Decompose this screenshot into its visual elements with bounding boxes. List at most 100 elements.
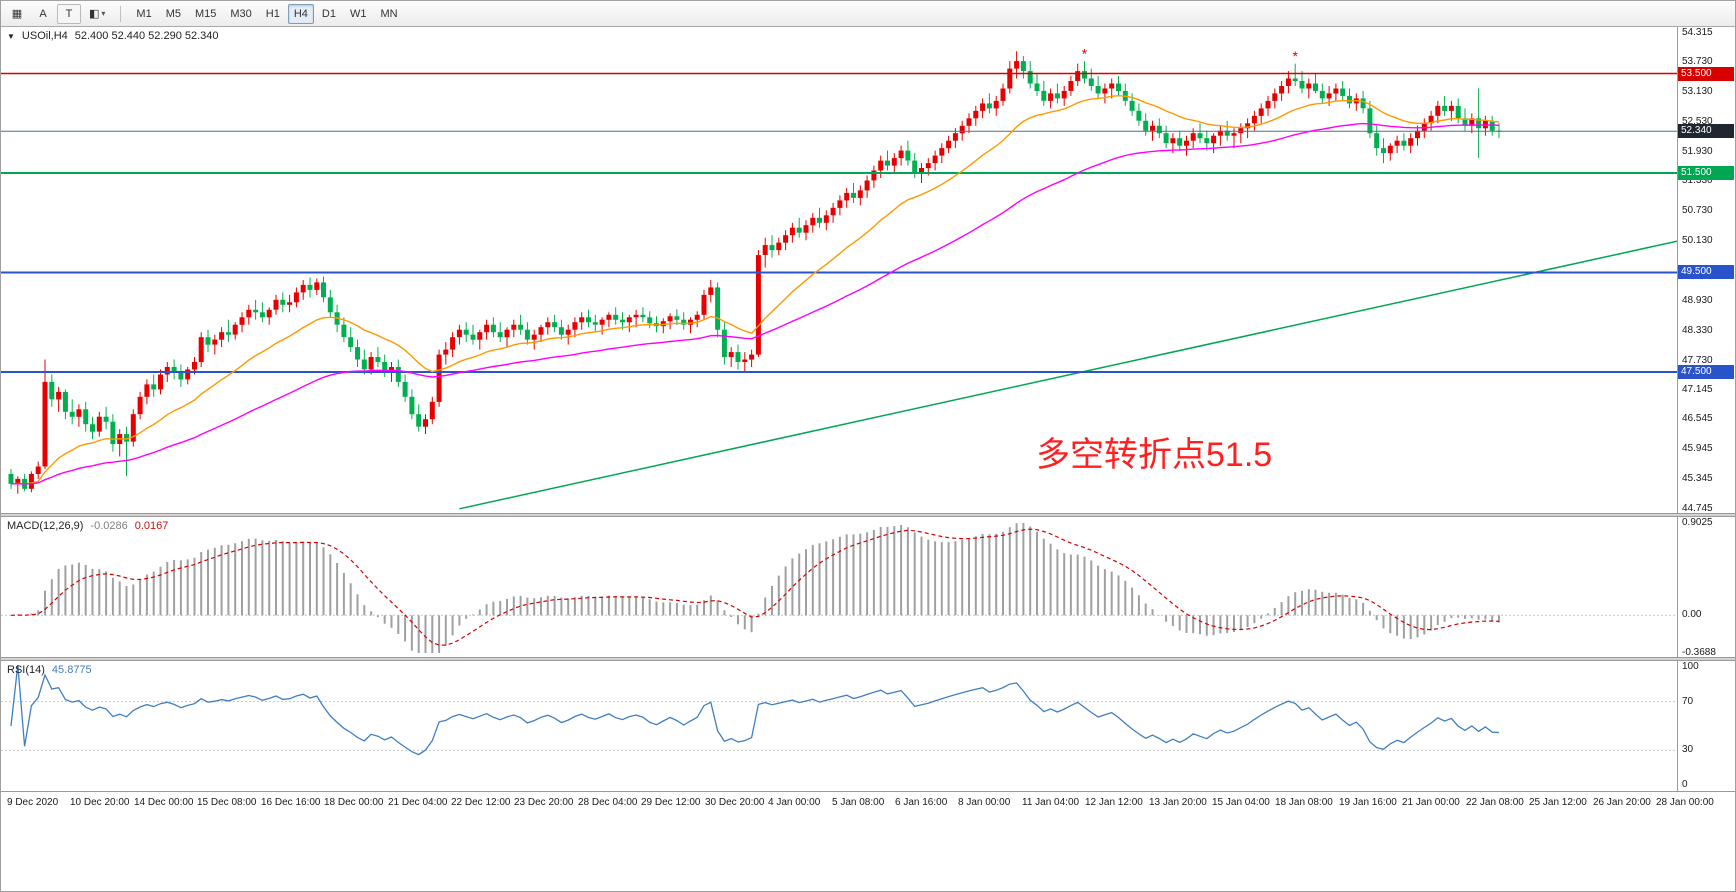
time-label: 28 Jan 00:00 <box>1656 797 1714 808</box>
timeframe-m15-button[interactable]: M15 <box>194 7 217 20</box>
price-tick: 52.530 <box>1682 116 1713 127</box>
time-label: 21 Dec 04:00 <box>388 797 448 808</box>
timeframe-m30-button[interactable]: M30 <box>230 7 252 20</box>
rsi-tick: 0 <box>1682 779 1688 790</box>
price-tick: 46.545 <box>1682 413 1713 424</box>
time-label: 29 Dec 12:00 <box>641 797 701 808</box>
timeframe-m5-button[interactable]: M5 <box>165 7 181 20</box>
rsi-plot[interactable] <box>1 661 1677 791</box>
time-label: 16 Dec 16:00 <box>261 797 321 808</box>
time-label: 11 Jan 04:00 <box>1022 797 1080 808</box>
ohlc-values: 52.400 52.440 52.290 52.340 <box>74 30 219 42</box>
rsi-header: RSI(14) 45.8775 <box>7 664 92 676</box>
ma-slow-line <box>10 122 1500 485</box>
time-label: 28 Dec 04:00 <box>578 797 638 808</box>
timeframe-h4-button[interactable]: H4 <box>287 3 314 24</box>
rsi-tick: 100 <box>1682 661 1699 672</box>
title-tool-button[interactable]: T <box>57 3 81 24</box>
price-tick: 51.930 <box>1682 146 1713 157</box>
price-badge: 49.500 <box>1678 265 1734 279</box>
macd-tick: 0.9025 <box>1682 517 1713 528</box>
candlestick-plot[interactable]: * * <box>1 27 1678 513</box>
time-label: 19 Jan 16:00 <box>1339 797 1397 808</box>
price-tick: 45.345 <box>1682 473 1713 484</box>
time-label: 21 Jan 00:00 <box>1402 797 1460 808</box>
price-tick: 53.130 <box>1682 86 1713 97</box>
time-label: 5 Jan 08:00 <box>832 797 885 808</box>
time-axis[interactable]: 9 Dec 2020 10 Dec 20:00 14 Dec 00:00 15 Dec… <box>1 791 1735 813</box>
main-chart-panel: ▼ USOil,H4 52.400 52.440 52.290 52.340 *… <box>1 27 1735 514</box>
toolbar-separator <box>120 5 122 22</box>
price-tick: 50.730 <box>1682 205 1713 216</box>
price-tick: 50.130 <box>1682 235 1713 246</box>
text-label-tool-button[interactable]: A <box>39 7 47 20</box>
time-label: 30 Dec 20:00 <box>705 797 765 808</box>
time-label: 18 Dec 00:00 <box>324 797 384 808</box>
toolbar: ▦ A T ◧ ▾ M1 M5 M15 M30 H1 H4 D1 W1 MN <box>1 1 1735 27</box>
macd-signal-value: 0.0167 <box>134 520 169 532</box>
rsi-line <box>10 664 1500 756</box>
price-tick: 47.145 <box>1682 384 1713 395</box>
timeframe-mn-button[interactable]: MN <box>380 7 398 20</box>
time-label: 14 Dec 00:00 <box>134 797 194 808</box>
price-tick: 51.330 <box>1682 175 1713 186</box>
macd-signal-line <box>10 528 1500 646</box>
price-badge: 52.340 <box>1678 124 1734 138</box>
star-marker-icon: * <box>1082 46 1088 62</box>
macd-panel: MACD(12,26,9) -0.0286 0.0167 0.9025 0.00 -… <box>1 517 1735 658</box>
time-label: 12 Jan 12:00 <box>1085 797 1143 808</box>
price-badge: 47.500 <box>1678 365 1734 379</box>
symbol-period-label: USOil,H4 <box>21 30 68 42</box>
grid-icon: ▦ <box>11 8 23 20</box>
time-label: 8 Jan 00:00 <box>958 797 1011 808</box>
time-label: 25 Jan 12:00 <box>1529 797 1587 808</box>
time-label: 22 Jan 08:00 <box>1466 797 1524 808</box>
chart-header: ▼ USOil,H4 52.400 52.440 52.290 52.340 <box>7 30 219 42</box>
price-axis[interactable]: 54.315 53.730 53.130 52.530 51.930 51.330 50.7… <box>1677 27 1735 514</box>
caret-down-icon: ▾ <box>101 9 106 18</box>
price-tick: 44.745 <box>1682 503 1713 514</box>
macd-header: MACD(12,26,9) -0.0286 0.0167 <box>7 520 168 532</box>
timeframe-d1-button[interactable]: D1 <box>321 7 336 20</box>
ma-fast-line <box>10 94 1500 485</box>
panel-divider[interactable] <box>1 657 1735 661</box>
style-tool-button[interactable]: ◧ ▾ <box>83 4 111 24</box>
timeframe-w1-button[interactable]: W1 <box>349 7 367 20</box>
time-label: 4 Jan 00:00 <box>768 797 821 808</box>
charts-grid-button[interactable]: ▦ <box>5 4 29 24</box>
chart-collapse-icon[interactable]: ▼ <box>7 32 15 41</box>
macd-tick: -0.3688 <box>1682 647 1716 658</box>
timeframe-m1-button[interactable]: M1 <box>136 7 152 20</box>
rsi-tick: 70 <box>1682 696 1694 707</box>
price-badge: 53.500 <box>1678 67 1734 81</box>
price-tick: 54.315 <box>1682 27 1713 38</box>
time-label: 13 Jan 20:00 <box>1149 797 1207 808</box>
macd-histogram <box>16 523 1500 653</box>
rsi-value: 45.8775 <box>51 664 92 676</box>
time-label: 6 Jan 16:00 <box>895 797 948 808</box>
macd-axis[interactable]: 0.9025 0.00 -0.3688 <box>1677 517 1735 658</box>
price-tick: 45.945 <box>1682 443 1713 454</box>
macd-plot[interactable] <box>1 517 1677 657</box>
time-label: 26 Jan 20:00 <box>1593 797 1651 808</box>
macd-tick: 0.00 <box>1682 609 1702 620</box>
timeframe-h1-button[interactable]: H1 <box>265 7 280 20</box>
time-label: 10 Dec 20:00 <box>70 797 130 808</box>
candles <box>8 51 1502 494</box>
rsi-panel: RSI(14) 45.8775 100 70 30 0 <box>1 661 1735 791</box>
time-label: 18 Jan 08:00 <box>1275 797 1333 808</box>
time-label: 15 Dec 08:00 <box>197 797 257 808</box>
price-badge: 51.500 <box>1678 166 1734 180</box>
time-label: 15 Jan 04:00 <box>1212 797 1270 808</box>
macd-histogram-value: -0.0286 <box>90 520 128 532</box>
rsi-axis[interactable]: 100 70 30 0 <box>1677 661 1735 791</box>
macd-label: MACD(12,26,9) <box>7 520 84 532</box>
time-label: 9 Dec 2020 <box>7 797 59 808</box>
price-tick: 53.730 <box>1682 56 1713 67</box>
chinese-annotation: 多空转折点51.5 <box>1036 436 1273 474</box>
panel-divider[interactable] <box>1 513 1735 517</box>
price-tick: 48.330 <box>1682 325 1713 336</box>
time-label: 22 Dec 12:00 <box>451 797 511 808</box>
palette-icon: ◧ <box>89 8 100 20</box>
